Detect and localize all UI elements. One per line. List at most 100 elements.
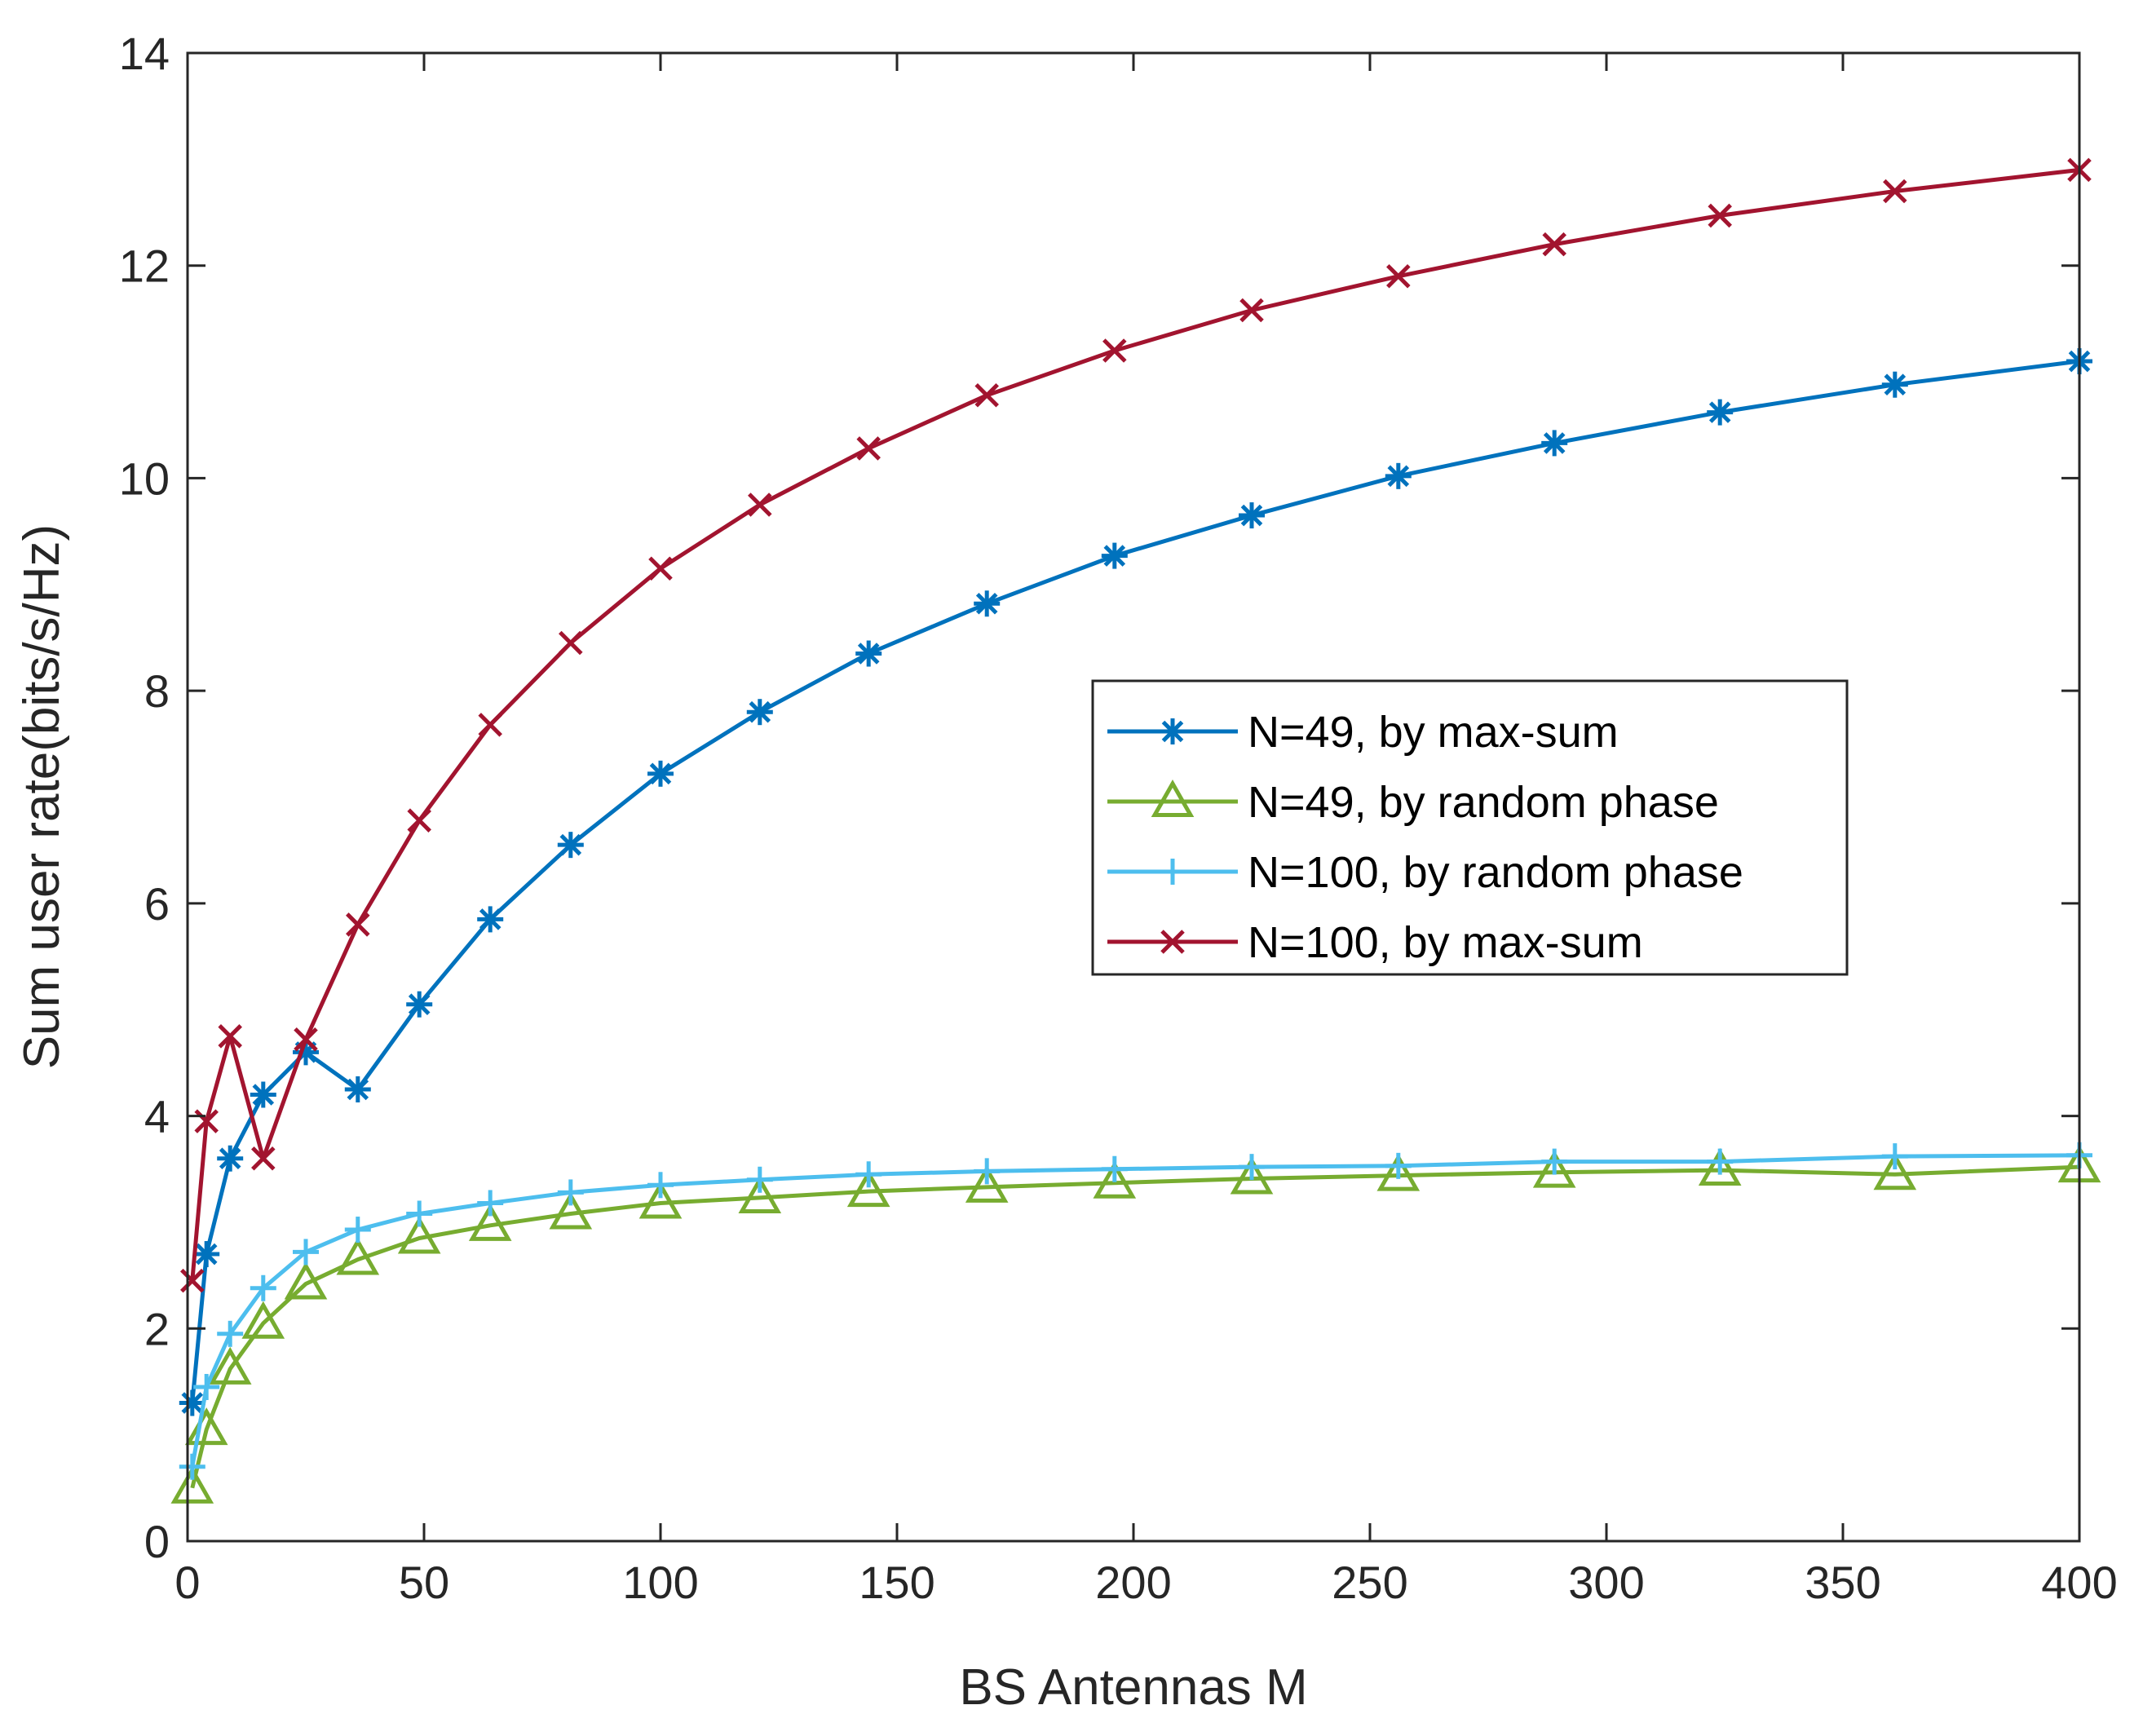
data-point	[1708, 203, 1732, 228]
data-point	[647, 760, 674, 787]
data-point	[1542, 232, 1566, 257]
legend-marker	[1160, 718, 1186, 744]
data-point	[217, 1320, 244, 1347]
data-point	[179, 1453, 205, 1480]
data-point	[284, 1261, 328, 1300]
data-point	[846, 1169, 890, 1208]
data-point	[170, 1465, 214, 1504]
x-tick-label: 350	[1805, 1557, 1880, 1608]
legend-item: N=100, by max-sum	[1107, 918, 1643, 967]
data-point	[194, 1109, 219, 1133]
data-point	[549, 1191, 593, 1230]
data-point	[974, 1158, 1001, 1185]
data-point	[241, 1301, 285, 1339]
data-point	[397, 1216, 441, 1254]
data-point	[406, 1200, 433, 1227]
data-point	[1532, 1150, 1576, 1188]
data-point	[1093, 1160, 1137, 1199]
data-point	[406, 991, 433, 1018]
data-point	[1873, 1152, 1917, 1190]
data-point	[478, 713, 502, 737]
data-point	[1541, 1148, 1568, 1175]
x-tick-label: 200	[1095, 1557, 1171, 1608]
data-point	[1239, 1154, 1265, 1181]
series-group	[170, 157, 2101, 1504]
series-line	[190, 167, 2080, 1281]
data-point	[748, 493, 772, 517]
data-point	[468, 1203, 512, 1241]
data-point	[855, 640, 882, 667]
data-point	[251, 1146, 276, 1171]
legend-marker	[1160, 859, 1186, 885]
legend: N=49, by max-sum N=49, by random phase N=1…	[1091, 679, 1849, 976]
data-point	[218, 1024, 242, 1049]
data-point	[557, 832, 584, 859]
data-point	[477, 1190, 504, 1217]
data-point	[1239, 502, 1265, 529]
data-point	[974, 382, 999, 408]
x-tick-label: 300	[1568, 1557, 1644, 1608]
data-point	[856, 436, 881, 461]
data-point	[250, 1081, 276, 1108]
data-point	[179, 1389, 205, 1416]
data-point	[1707, 1148, 1734, 1175]
data-point	[1698, 1148, 1742, 1186]
y-tick-label: 4	[144, 1091, 170, 1142]
x-tick-label: 0	[175, 1557, 200, 1608]
data-point	[1541, 430, 1568, 457]
data-point	[638, 1181, 683, 1219]
legend-label: N=49, by random phase	[1248, 778, 1719, 827]
data-point	[1239, 298, 1264, 323]
data-point	[407, 808, 431, 833]
data-point	[559, 630, 583, 656]
data-point	[1883, 179, 1907, 204]
data-point	[648, 556, 673, 581]
data-point	[1101, 542, 1128, 569]
data-point	[344, 1217, 371, 1243]
x-tick-label: 50	[399, 1557, 449, 1608]
ticks-group: 0 50 100 150 200 250 300 350 400 0 2 4 6 8 10 12 14	[119, 28, 2118, 1608]
data-point	[193, 1241, 220, 1268]
y-tick-label: 6	[144, 878, 170, 930]
legend-item: N=100, by random phase	[1107, 848, 1743, 897]
data-point	[294, 1027, 318, 1052]
data-point	[344, 1076, 371, 1102]
data-point	[1707, 399, 1734, 426]
y-tick-label: 0	[144, 1516, 170, 1567]
data-point	[1881, 1143, 1908, 1170]
data-point	[217, 1145, 244, 1172]
y-tick-label: 12	[119, 241, 170, 292]
y-tick-label: 10	[119, 453, 170, 504]
legend-label: N=100, by random phase	[1248, 848, 1743, 897]
data-point	[346, 912, 370, 937]
data-point	[208, 1346, 252, 1385]
data-point	[974, 590, 1001, 617]
data-point	[1385, 1152, 1412, 1179]
x-tick-label: 100	[622, 1557, 698, 1608]
y-tick-label: 14	[119, 28, 170, 79]
data-point	[193, 1373, 220, 1400]
data-point	[746, 1166, 773, 1193]
y-tick-label: 8	[144, 665, 170, 717]
data-point	[557, 1179, 584, 1206]
legend-item: N=49, by random phase	[1107, 778, 1719, 827]
data-point	[180, 1268, 205, 1293]
data-point	[746, 699, 773, 726]
data-point	[1230, 1156, 1274, 1195]
x-tick-label: 400	[2041, 1557, 2117, 1608]
y-axis-label: Sum user rate(bits/s/Hz)	[14, 524, 70, 1069]
series-3	[179, 1142, 2092, 1480]
data-point	[1386, 263, 1411, 289]
data-point	[1881, 371, 1908, 398]
data-point	[855, 1161, 882, 1188]
x-tick-label: 250	[1332, 1557, 1407, 1608]
x-axis-label: BS Antennas M	[959, 1659, 1307, 1716]
data-point	[477, 906, 504, 933]
data-point	[738, 1175, 782, 1213]
legend-item: N=49, by max-sum	[1107, 708, 1619, 757]
data-point	[965, 1164, 1009, 1203]
series-4	[180, 157, 2092, 1293]
legend-marker	[1160, 930, 1185, 954]
x-tick-label: 150	[859, 1557, 935, 1608]
